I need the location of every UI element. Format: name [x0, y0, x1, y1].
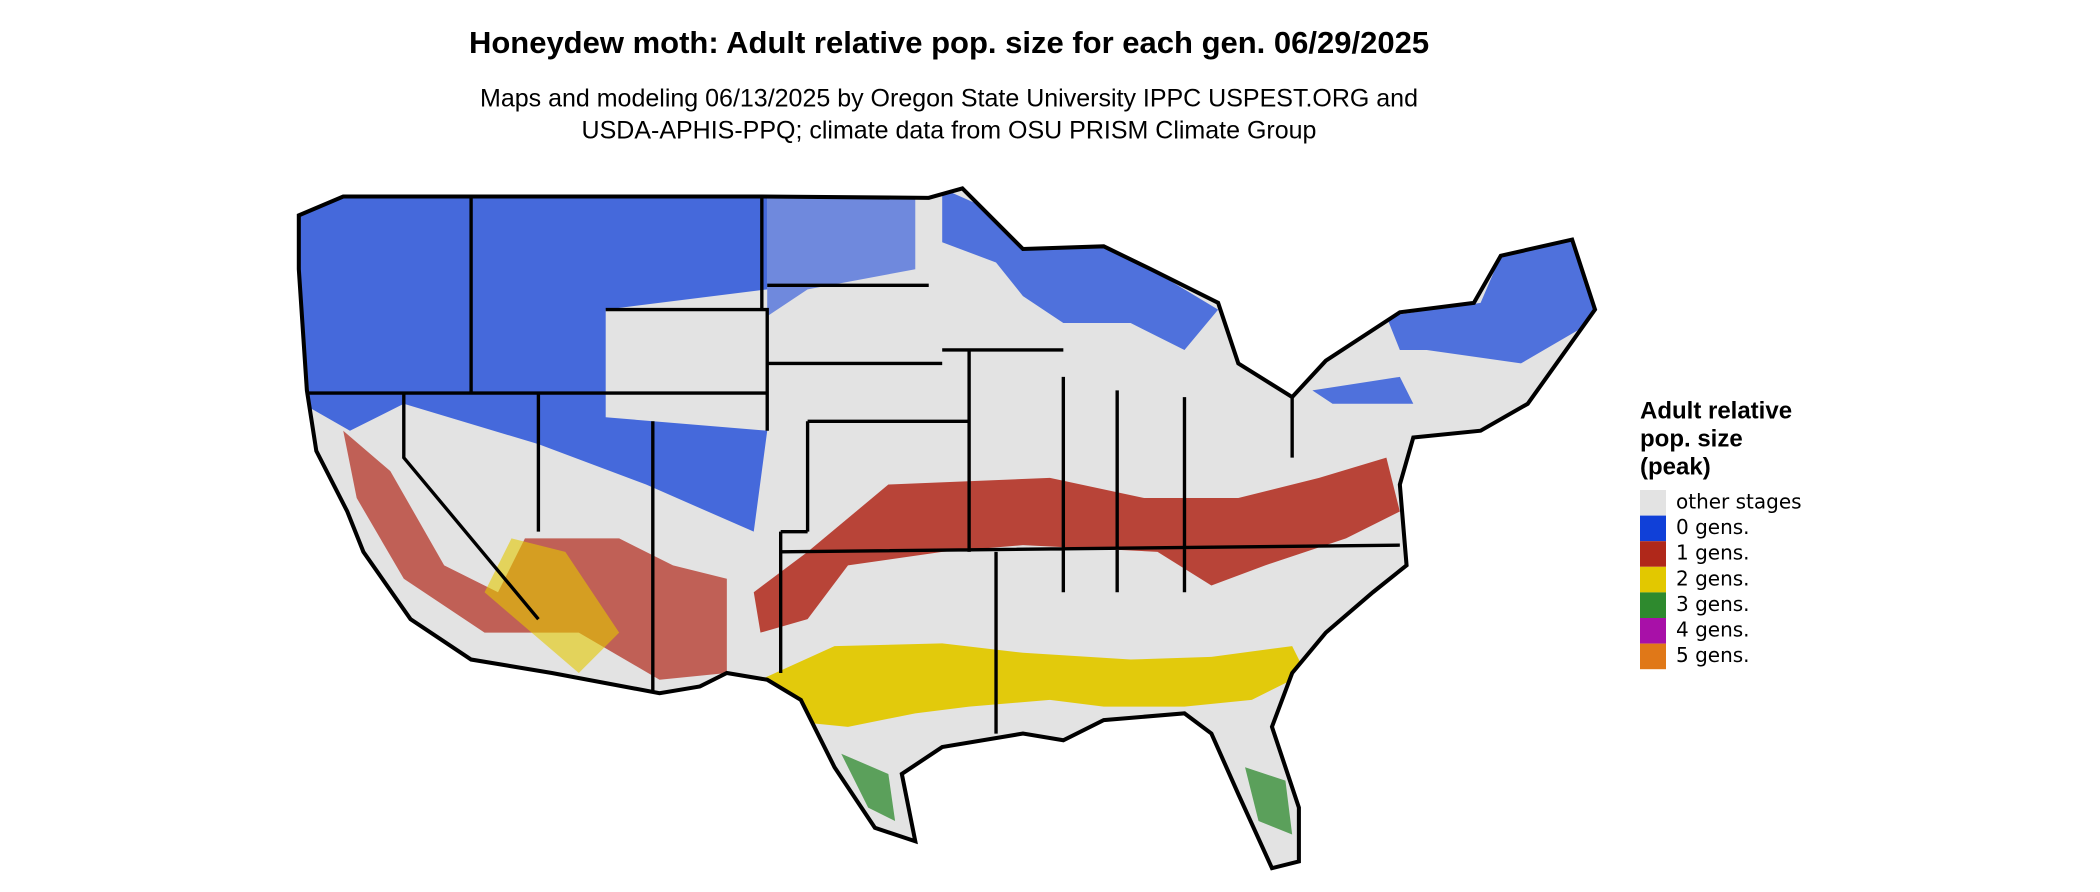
- legend-label: 5 gens.: [1676, 643, 1750, 667]
- legend-swatch: [1640, 541, 1666, 567]
- us-map: [289, 188, 1601, 868]
- legend-swatch: [1640, 618, 1666, 644]
- legend-swatch: [1640, 490, 1666, 516]
- legend-swatch: [1640, 515, 1666, 542]
- subtitle: Maps and modeling 06/13/2025 by Oregon S…: [480, 85, 1418, 113]
- legend-label: 4 gens.: [1676, 618, 1750, 642]
- legend-title: (peak): [1640, 453, 1711, 480]
- legend-swatch: [1640, 566, 1666, 593]
- legend-label: 1 gens.: [1676, 541, 1750, 565]
- legend-title: Adult relative: [1640, 397, 1792, 424]
- region: [298, 188, 768, 532]
- legend-title: pop. size: [1640, 425, 1743, 452]
- subtitle: USDA-APHIS-PPQ; climate data from OSU PR…: [582, 117, 1317, 145]
- region: [484, 538, 620, 673]
- legend-swatch: [1640, 643, 1666, 670]
- region: [753, 457, 1400, 633]
- region: [760, 643, 1306, 727]
- legend-label: 2 gens.: [1676, 566, 1750, 590]
- border: [306, 196, 1400, 734]
- legend-label: other stages: [1676, 490, 1802, 514]
- map-title: Honeydew moth: Adult relative pop. size …: [469, 25, 1429, 60]
- legend-swatch: [1640, 592, 1666, 618]
- legend-label: 0 gens.: [1676, 515, 1750, 539]
- legend-label: 3 gens.: [1676, 592, 1750, 616]
- region: [1312, 235, 1596, 404]
- state-lines: [306, 196, 1400, 734]
